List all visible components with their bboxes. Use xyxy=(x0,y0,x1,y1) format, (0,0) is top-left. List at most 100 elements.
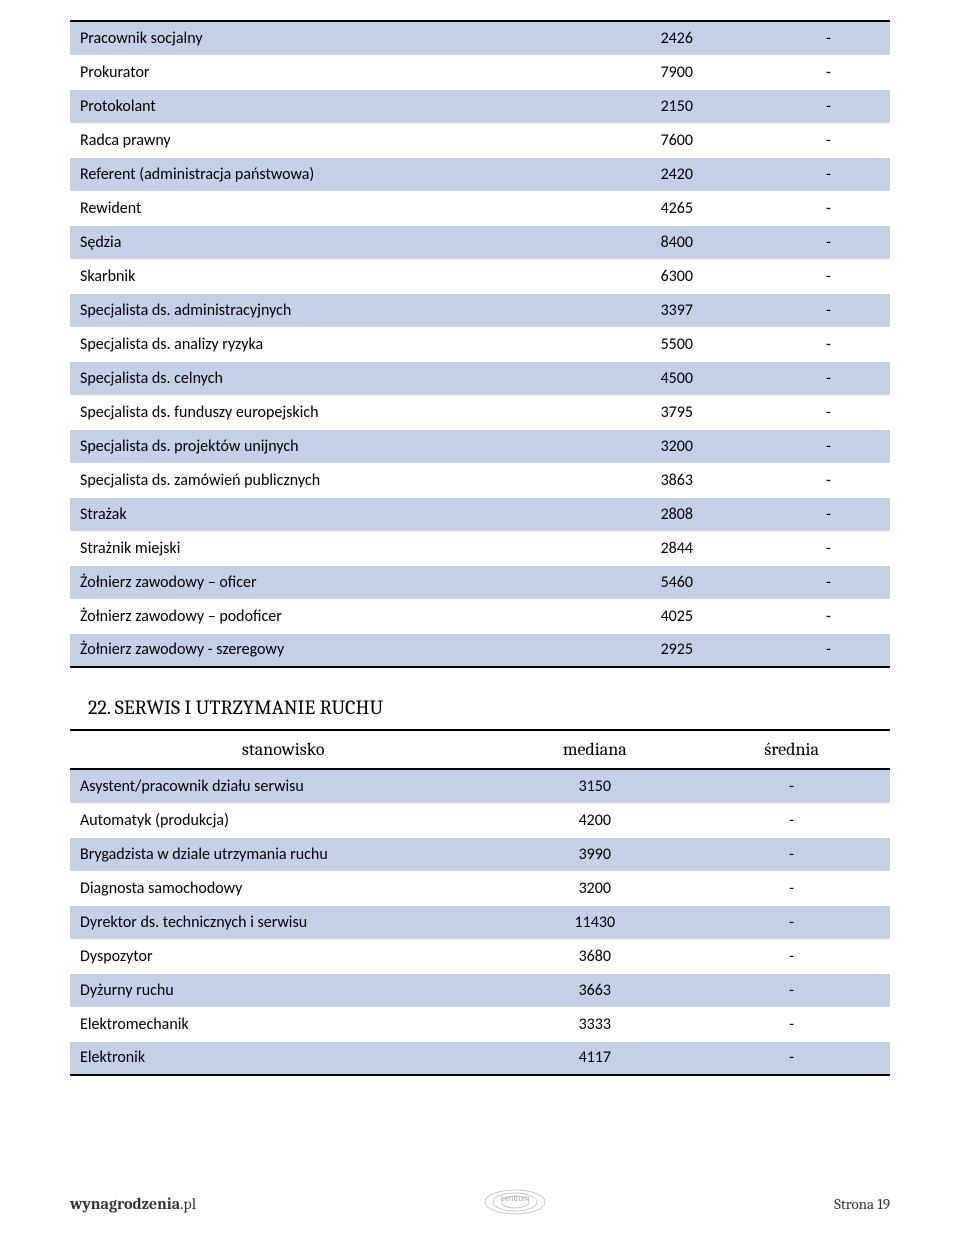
cell-label: Dyżurny ruchu xyxy=(70,973,496,1007)
cell-srednia: - xyxy=(767,633,890,667)
table-row: Radca prawny7600- xyxy=(70,123,890,157)
cell-mediana: 3680 xyxy=(496,939,693,973)
footer-site-rest: .pl xyxy=(180,1195,196,1213)
header-srednia: średnia xyxy=(693,730,890,769)
table2-header-row: stanowisko mediana średnia xyxy=(70,730,890,769)
cell-label: Protokolant xyxy=(70,89,587,123)
table-row: Specjalista ds. funduszy europejskich379… xyxy=(70,395,890,429)
page-content: Pracownik socjalny2426-Prokurator7900-Pr… xyxy=(70,20,890,1120)
cell-mediana: 5500 xyxy=(587,327,767,361)
cell-srednia: - xyxy=(767,123,890,157)
cell-mediana: 6300 xyxy=(587,259,767,293)
cell-label: Prokurator xyxy=(70,55,587,89)
cell-mediana: 7600 xyxy=(587,123,767,157)
table-row: Prokurator7900- xyxy=(70,55,890,89)
table-row: Specjalista ds. analizy ryzyka5500- xyxy=(70,327,890,361)
cell-label: Strażnik miejski xyxy=(70,531,587,565)
cell-mediana: 3200 xyxy=(587,429,767,463)
cell-mediana: 3863 xyxy=(587,463,767,497)
cell-mediana: 11430 xyxy=(496,905,693,939)
cell-srednia: - xyxy=(767,497,890,531)
logo-text: centrum xyxy=(501,1194,530,1203)
cell-mediana: 2150 xyxy=(587,89,767,123)
cell-srednia: - xyxy=(693,769,890,803)
cell-label: Diagnosta samochodowy xyxy=(70,871,496,905)
cell-mediana: 4117 xyxy=(496,1041,693,1075)
cell-mediana: 2925 xyxy=(587,633,767,667)
cell-mediana: 3795 xyxy=(587,395,767,429)
cell-mediana: 8400 xyxy=(587,225,767,259)
cell-srednia: - xyxy=(693,1007,890,1041)
cell-label: Elektronik xyxy=(70,1041,496,1075)
salary-table-1: Pracownik socjalny2426-Prokurator7900-Pr… xyxy=(70,20,890,668)
table-row: Dyżurny ruchu3663- xyxy=(70,973,890,1007)
cell-srednia: - xyxy=(693,837,890,871)
cell-mediana: 3397 xyxy=(587,293,767,327)
cell-label: Dyspozytor xyxy=(70,939,496,973)
cell-mediana: 4200 xyxy=(496,803,693,837)
table-row: Specjalista ds. zamówień publicznych3863… xyxy=(70,463,890,497)
cell-label: Sędzia xyxy=(70,225,587,259)
footer-site: wynagrodzenia.pl xyxy=(70,1195,196,1213)
cell-label: Żołnierz zawodowy – podoficer xyxy=(70,599,587,633)
cell-mediana: 2426 xyxy=(587,21,767,55)
header-stanowisko: stanowisko xyxy=(70,730,496,769)
cell-label: Referent (administracja państwowa) xyxy=(70,157,587,191)
cell-srednia: - xyxy=(767,293,890,327)
table-row: Diagnosta samochodowy3200- xyxy=(70,871,890,905)
cell-label: Brygadzista w dziale utrzymania ruchu xyxy=(70,837,496,871)
cell-label: Specjalista ds. zamówień publicznych xyxy=(70,463,587,497)
cell-label: Skarbnik xyxy=(70,259,587,293)
table-row: Protokolant2150- xyxy=(70,89,890,123)
cell-label: Żołnierz zawodowy – oficer xyxy=(70,565,587,599)
table-row: Żołnierz zawodowy – podoficer4025- xyxy=(70,599,890,633)
cell-label: Elektromechanik xyxy=(70,1007,496,1041)
cell-mediana: 2844 xyxy=(587,531,767,565)
section-title: 22. SERWIS I UTRZYMANIE RUCHU xyxy=(88,696,890,719)
cell-srednia: - xyxy=(767,327,890,361)
table-row: Pracownik socjalny2426- xyxy=(70,21,890,55)
cell-mediana: 4025 xyxy=(587,599,767,633)
table-row: Elektromechanik3333- xyxy=(70,1007,890,1041)
cell-label: Radca prawny xyxy=(70,123,587,157)
cell-srednia: - xyxy=(767,395,890,429)
cell-srednia: - xyxy=(767,599,890,633)
cell-mediana: 3990 xyxy=(496,837,693,871)
cell-label: Specjalista ds. administracyjnych xyxy=(70,293,587,327)
cell-mediana: 3333 xyxy=(496,1007,693,1041)
cell-mediana: 2808 xyxy=(587,497,767,531)
table-row: Żołnierz zawodowy – oficer5460- xyxy=(70,565,890,599)
table-row: Strażak2808- xyxy=(70,497,890,531)
cell-mediana: 4265 xyxy=(587,191,767,225)
table-row: Specjalista ds. administracyjnych3397- xyxy=(70,293,890,327)
table-row: Dyrektor ds. technicznych i serwisu11430… xyxy=(70,905,890,939)
table-row: Sędzia8400- xyxy=(70,225,890,259)
table-row: Żołnierz zawodowy - szeregowy2925- xyxy=(70,633,890,667)
cell-srednia: - xyxy=(767,463,890,497)
cell-srednia: - xyxy=(767,225,890,259)
cell-label: Pracownik socjalny xyxy=(70,21,587,55)
cell-label: Żołnierz zawodowy - szeregowy xyxy=(70,633,587,667)
cell-srednia: - xyxy=(693,905,890,939)
cell-srednia: - xyxy=(693,1041,890,1075)
table-row: Rewident4265- xyxy=(70,191,890,225)
footer-site-bold: wynagrodzenia xyxy=(70,1195,180,1213)
cell-label: Dyrektor ds. technicznych i serwisu xyxy=(70,905,496,939)
cell-mediana: 3663 xyxy=(496,973,693,1007)
cell-srednia: - xyxy=(767,89,890,123)
footer-logo: centrum xyxy=(196,1180,834,1228)
cell-srednia: - xyxy=(693,973,890,1007)
cell-mediana: 7900 xyxy=(587,55,767,89)
table-row: Automatyk (produkcja)4200- xyxy=(70,803,890,837)
cell-mediana: 3150 xyxy=(496,769,693,803)
centrum-logo-icon: centrum xyxy=(480,1180,550,1228)
cell-srednia: - xyxy=(693,939,890,973)
cell-srednia: - xyxy=(767,429,890,463)
cell-srednia: - xyxy=(693,871,890,905)
table-row: Specjalista ds. projektów unijnych3200- xyxy=(70,429,890,463)
table-row: Strażnik miejski2844- xyxy=(70,531,890,565)
cell-label: Specjalista ds. celnych xyxy=(70,361,587,395)
table-row: Brygadzista w dziale utrzymania ruchu399… xyxy=(70,837,890,871)
cell-srednia: - xyxy=(767,191,890,225)
table-row: Dyspozytor3680- xyxy=(70,939,890,973)
